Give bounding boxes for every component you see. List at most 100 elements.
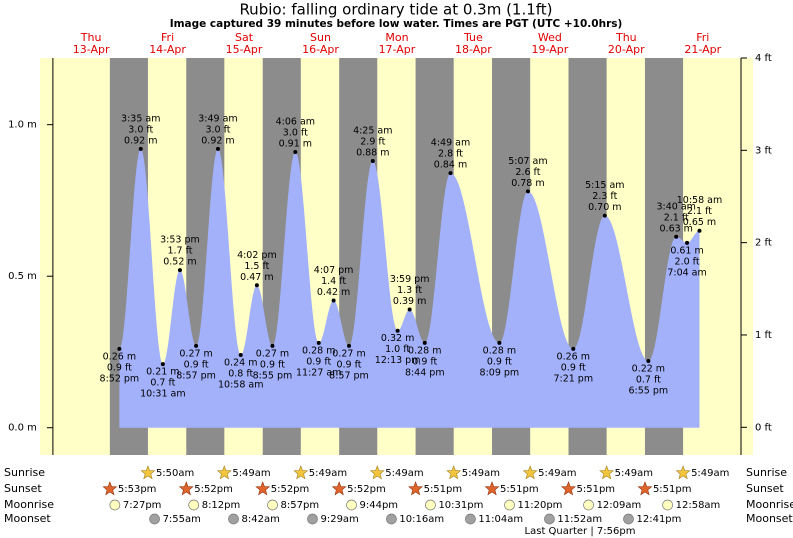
tide-label: 3:40 am (657, 201, 696, 212)
row-label: Moonrise (746, 498, 793, 511)
tide-label: 0.63 m (660, 223, 693, 234)
tide-label: 0.9 ft (412, 356, 437, 367)
moonrise-icon (109, 499, 121, 511)
sunrise-icon (293, 465, 309, 480)
tide-label: 2.1 ft (664, 212, 689, 223)
row-label: Moonset (746, 512, 793, 525)
sunrise-icon (446, 465, 462, 480)
day-date: 18-Apr (455, 43, 492, 56)
tide-extreme (525, 189, 530, 194)
moonrise-icon (267, 499, 278, 511)
day-name: Sat (235, 31, 254, 44)
tide-label: 3.0 ft (205, 124, 230, 135)
moonrise-time: 9:44pm (360, 500, 399, 511)
tide-label: 10:58 am (218, 379, 263, 390)
tide-extreme (331, 298, 336, 303)
tide-label: 0.84 m (434, 160, 467, 171)
tide-label: 0.26 m (557, 351, 590, 362)
tide-label: 0.28 m (408, 345, 441, 356)
tide-label: 0.39 m (393, 296, 426, 307)
row-label: Sunrise (4, 466, 45, 479)
moonrise-time: 12:58am (676, 500, 721, 511)
row-label: Sunrise (746, 466, 787, 479)
tide-extreme (138, 146, 143, 151)
moonrise-icon (504, 499, 515, 511)
tide-label: 0.42 m (317, 287, 350, 298)
sunset-icon (408, 481, 424, 496)
row-label: Sunset (746, 482, 784, 495)
tide-extreme (254, 283, 259, 288)
y2-tick-label: 0 ft (755, 422, 772, 433)
tide-label: 7:21 pm (553, 373, 593, 384)
sunset-time: 5:52pm (194, 484, 233, 495)
tide-label: 4:25 am (353, 126, 392, 137)
tide-label: 0.27 m (256, 348, 289, 359)
day-name: Mon (385, 31, 408, 44)
tide-label: 0.7 ft (636, 375, 661, 386)
sunset-time: 5:51pm (500, 484, 539, 495)
tide-extreme (194, 343, 199, 348)
tide-label: 11:27 am (296, 367, 341, 378)
tide-label: 8:55 pm (253, 370, 293, 381)
moonset-icon (623, 513, 634, 525)
tide-label: 3:35 am (121, 113, 160, 124)
tide-extreme (160, 362, 165, 367)
tide-label: 1.0 ft (385, 344, 410, 355)
moonset-time: 11:04am (478, 514, 523, 525)
day-name: Sun (310, 31, 331, 44)
y2-tick-label: 3 ft (755, 145, 772, 156)
moonset-time: 12:41pm (636, 514, 681, 525)
tide-extreme (177, 268, 182, 273)
day-name: Thu (615, 31, 637, 44)
moonset-time: 11:52am (557, 514, 602, 525)
tide-label: 3.0 ft (283, 127, 308, 138)
tide-extreme (448, 171, 453, 176)
tide-label: 0.9 ft (561, 362, 586, 373)
moonrise-icon (425, 499, 436, 511)
tide-label: 0.9 ft (306, 356, 331, 367)
tide-label: 7:04 am (667, 267, 706, 278)
tide-label: 4:06 am (276, 116, 315, 127)
tide-label: 5:07 am (508, 156, 547, 167)
moonrise-time: 10:31pm (438, 500, 483, 511)
tide-label: 0.22 m (632, 364, 665, 375)
tide-label: 1.3 ft (397, 285, 422, 296)
y2-tick-label: 2 ft (755, 238, 772, 249)
sunset-time: 5:51pm (653, 484, 692, 495)
day-date: 20-Apr (608, 43, 645, 56)
sunset-time: 5:51pm (576, 484, 615, 495)
moonrise-icon (188, 499, 200, 511)
tide-extreme (497, 340, 502, 345)
tide-label: 3.0 ft (128, 124, 153, 135)
sunrise-time: 5:49am (462, 468, 500, 479)
day-date: 21-Apr (684, 43, 721, 56)
sunset-icon (484, 481, 500, 496)
moonset-icon (465, 513, 476, 525)
tide-label: 3:59 pm (390, 274, 430, 285)
y-tick-label: 0.0 m (8, 423, 37, 434)
tide-label: 0.47 m (240, 272, 273, 283)
tide-extreme (646, 359, 651, 364)
tide-label: 0.65 m (683, 217, 716, 228)
sunrise-icon (599, 465, 615, 480)
moonset-icon (386, 513, 397, 525)
tide-label: 0.9 ft (336, 359, 361, 370)
tide-extreme (370, 159, 375, 164)
tide-extreme (347, 343, 352, 348)
sunset-icon (331, 481, 347, 496)
tide-label: 0.61 m (670, 245, 703, 256)
tide-label: 2.8 ft (438, 149, 463, 160)
moonset-time: 8:42am (242, 514, 280, 525)
day-name: Wed (538, 31, 562, 44)
sunrise-icon (522, 465, 538, 480)
sunrise-icon (675, 465, 691, 480)
sunset-icon (178, 481, 194, 496)
tide-label: 8:09 pm (480, 367, 520, 378)
moonset-time: 9:29am (320, 514, 358, 525)
moonset-icon (149, 513, 160, 525)
sunrise-time: 5:49am (691, 468, 729, 479)
tide-label: 0.32 m (381, 333, 414, 344)
tide-label: 10:58 am (677, 195, 722, 206)
